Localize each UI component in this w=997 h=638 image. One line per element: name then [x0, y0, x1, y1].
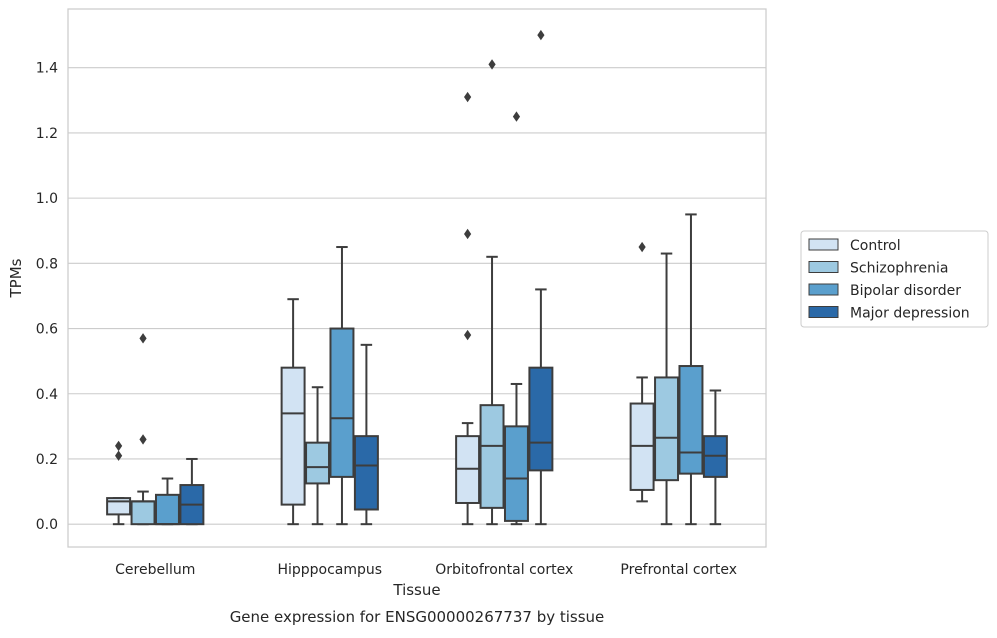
x-tick-label: Orbitofrontal cortex: [435, 562, 573, 578]
legend: Control Schizophrenia Bipolar disorder Majo…: [800, 230, 989, 328]
y-tick-label: 1.0: [36, 191, 58, 207]
box-group: [329, 246, 355, 526]
box-group: [179, 457, 205, 526]
legend-label: Major depression: [850, 306, 970, 322]
box-group: [353, 343, 379, 526]
x-axis-label: Tissue: [392, 581, 440, 599]
plot-frame: [67, 8, 767, 548]
box: [130, 500, 156, 526]
outlier-point: [464, 91, 472, 103]
y-tick-label: 0.4: [36, 387, 58, 403]
outlier-point: [488, 59, 496, 70]
box-group: [528, 29, 554, 526]
box: [280, 366, 306, 506]
box-group: [702, 389, 728, 526]
outlier-point: [139, 434, 147, 445]
box: [353, 435, 379, 511]
y-tick-label: 0.8: [36, 256, 58, 272]
box-group: [130, 333, 156, 526]
box: [528, 366, 554, 472]
box: [654, 376, 680, 482]
legend-label: Schizophrenia: [850, 261, 948, 277]
y-axis-label: TPMs: [7, 258, 25, 298]
y-tick-label: 1.4: [36, 61, 58, 77]
y-axis-ticks: 0.0 0.2 0.4 0.6 0.8 1.0 1.2 1.4: [36, 61, 58, 533]
y-tick-label: 0.2: [36, 452, 58, 468]
x-tick-label: Prefrontal cortex: [620, 562, 737, 578]
x-tick-label: Cerebellum: [115, 562, 195, 578]
legend-label: Bipolar disorder: [850, 283, 961, 299]
box-group: [154, 477, 180, 526]
y-tick-label: 1.2: [36, 126, 58, 142]
box-group: [629, 241, 655, 503]
legend-swatch: [808, 306, 839, 318]
legend-frame: [800, 230, 989, 328]
gridlines: [68, 67, 766, 525]
box-group: [654, 252, 680, 526]
outlier-point: [115, 450, 123, 461]
box: [503, 425, 529, 522]
outlier-point: [537, 29, 545, 41]
y-tick-label: 0.6: [36, 322, 58, 338]
box-group: [503, 111, 529, 526]
box: [329, 327, 355, 478]
box-group: [479, 59, 505, 526]
box-group: [305, 386, 331, 526]
outlier-point: [139, 333, 147, 344]
x-axis-ticks: Cerebellum Hipppocampus Orbitofrontal cort…: [115, 562, 737, 578]
outlier-point: [464, 228, 472, 240]
box-plot-series: [106, 29, 728, 526]
box-group: [678, 213, 704, 526]
outlier-point: [464, 329, 472, 341]
box: [479, 404, 505, 509]
outlier-point: [638, 241, 646, 253]
legend-swatch: [808, 261, 839, 273]
legend-swatch: [808, 283, 839, 296]
box: [154, 493, 180, 526]
box-group: [455, 91, 481, 526]
box-group: [280, 298, 306, 526]
chart-caption: Gene expression for ENSG00000267737 by t…: [230, 608, 605, 626]
x-tick-label: Hipppocampus: [277, 562, 382, 578]
box: [678, 365, 704, 475]
box: [305, 441, 331, 485]
y-tick-label: 0.0: [36, 517, 58, 533]
legend-label: Control: [850, 238, 901, 254]
box-group: [106, 440, 132, 526]
outlier-point: [512, 111, 521, 122]
legend-swatch: [808, 238, 839, 251]
outlier-point: [115, 440, 123, 452]
